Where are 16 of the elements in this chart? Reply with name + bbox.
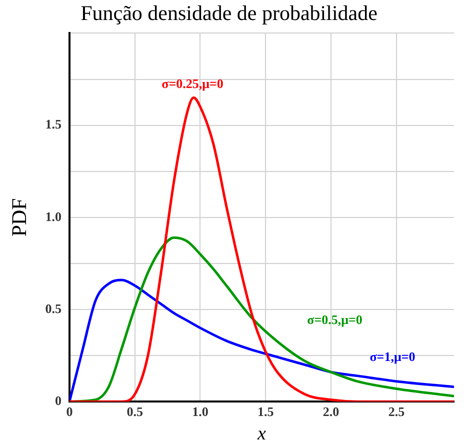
series-label: σ=0.25,μ=0 <box>162 76 224 92</box>
x-axis-title: x <box>256 424 267 445</box>
y-axis-title: PDF <box>7 198 32 237</box>
series-label: σ=1,μ=0 <box>370 348 416 364</box>
x-tick-label: 2.0 <box>322 404 340 419</box>
x-tick-label: 2.5 <box>388 404 406 419</box>
y-tick-label: 0 <box>54 392 62 408</box>
y-tick-label: 0.5 <box>45 300 62 316</box>
x-tick-label: 1.5 <box>258 404 274 419</box>
y-tick-label: 1.0 <box>45 208 62 224</box>
x-tick-label: 0.5 <box>126 404 144 419</box>
text: σ=0.5,μ=0 <box>307 312 362 327</box>
chart-title: Função densidade de probabilidade <box>80 1 378 26</box>
x-tick-label: 1.0 <box>192 404 208 419</box>
x-tick-label: 0 <box>66 404 73 419</box>
y-tick-label: 1.5 <box>45 116 62 132</box>
